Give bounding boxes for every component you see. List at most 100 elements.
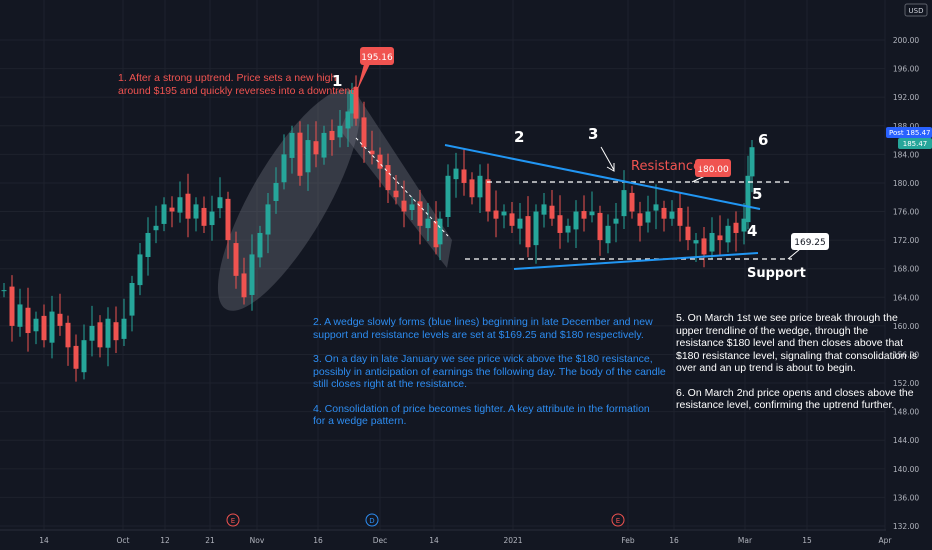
price-tags: Post 185.47 185.47 USD [886,3,932,149]
candle-up [1,290,7,292]
candle-up [425,218,431,229]
earnings-event-icon[interactable] [226,513,240,527]
candle-up [709,232,715,252]
downtrend-dashed-line [355,137,449,237]
price-tick-label: 172.00 [893,236,919,245]
candle-up [645,211,651,223]
candle-up [669,211,675,219]
annotation-3-line: still closes right at the resistance. [313,378,468,390]
candle-up [121,318,127,339]
candle-up [605,225,611,244]
price-tick-label: 164.00 [893,293,919,302]
candle-up [129,283,135,316]
candle-up [193,204,199,219]
support-price-box [791,233,829,250]
candle-down [369,150,375,155]
candle-up [517,218,523,229]
candle-down [401,200,407,212]
candle-up [613,218,619,224]
candle-down [113,322,119,341]
earnings-event-icon[interactable] [611,513,625,527]
resistance-price-label: 180.00 [697,165,729,175]
candle-down [297,132,303,176]
candle-up [725,225,731,243]
candle-down [361,117,367,148]
price-axis[interactable]: 200.00 196.00 192.00 188.00 184.00 180.00 176.… [893,36,919,531]
time-tick-label: 14 [429,536,439,545]
candle-up [137,254,143,286]
marker-6: 6 [758,131,769,149]
annotation-5-line: upper trendline of the wedge, through th… [676,324,869,337]
price-tick-label: 156.00 [893,350,919,359]
candle-down [385,165,391,191]
candle-up [501,211,507,216]
candle-up [105,318,111,348]
candle-up [437,218,443,245]
candle-up [161,204,167,224]
candle-down [313,141,319,155]
candle-down [685,226,691,241]
annotation-2-line: 2. A wedge slowly forms (blue lines) beg… [313,316,653,328]
candle-up [273,182,279,201]
annotation-4-line: for a wedge pattern. [313,415,407,427]
annotation-2-line: support and resistance levels are set at… [313,328,644,341]
annotation-3-line: possibly in anticipation of earnings the… [313,365,666,378]
marker-2: 2 [514,128,525,146]
candle-up [145,232,151,258]
price-tick-label: 184.00 [893,150,919,159]
time-axis[interactable]: 14 Oct 12 21 Nov 16 Dec 14 2021 Feb 16 Mar 15 Apr [0,529,892,545]
time-tick-label: 15 [802,536,812,545]
candle-down [417,201,423,226]
currency-box[interactable] [904,3,928,17]
candles [1,75,755,382]
candle-down [493,210,499,219]
candle-up [265,204,271,235]
candle-down [393,190,399,198]
candle-down [57,313,63,326]
candle-up [477,175,483,198]
time-tick-label: Nov [250,536,265,545]
earnings-event-icon[interactable] [365,513,379,527]
candle-down [469,179,475,198]
overlay: 195.16 180.00 169.25 [355,47,829,270]
candle-up [249,254,255,295]
candle-up [289,132,295,158]
marker-5: 5 [752,185,763,203]
candle-up [409,204,415,211]
price-tick-label: 188.00 [893,122,919,131]
currency-label: USD [909,7,924,15]
candle-up [49,311,55,343]
candle-up [541,204,547,215]
candle-down [241,273,247,298]
time-tick-label: Feb [621,536,635,545]
high-label-pointer [357,64,370,91]
price-tick-label: 152.00 [893,379,919,388]
price-tick-label: 140.00 [893,465,919,474]
annotation-5-6: 5. On March 1st we see price break throu… [676,312,917,412]
candle-up [281,154,287,183]
price-tick-label: 132.00 [893,522,919,531]
candle-down [377,154,383,169]
marker-1: 1 [332,72,343,90]
candle-up [81,340,87,373]
high-label: 195.16 [361,53,393,63]
candle-down [637,213,643,226]
annotation-2-4: 2. A wedge slowly forms (blue lines) beg… [313,316,666,428]
post-tag-label: Post [889,129,904,137]
wick-arrow-head [606,163,615,172]
event-letter: E [616,517,620,525]
candle-up [321,132,327,158]
candle-down [733,222,739,233]
candle-up [749,147,755,177]
price-tick-label: 192.00 [893,93,919,102]
candle-up [153,225,159,231]
annotation-5-line: $180 resistance level, signaling that co… [676,349,918,362]
time-tick-label: Mar [738,536,753,545]
marker-3: 3 [588,125,599,143]
candle-up [337,125,343,138]
price-tick-label: 148.00 [893,408,919,417]
time-tick-label: Dec [373,536,388,545]
